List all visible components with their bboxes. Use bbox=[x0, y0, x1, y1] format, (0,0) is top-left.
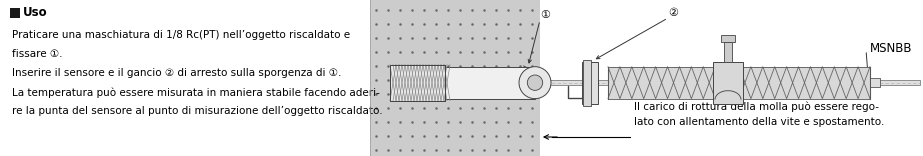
Bar bbox=[721, 35, 735, 42]
Text: lato con allentamento della vite e spostamento.: lato con allentamento della vite e spost… bbox=[634, 117, 884, 127]
Bar bbox=[370, 0, 540, 156]
Text: ①: ① bbox=[540, 10, 550, 20]
Bar bbox=[10, 8, 20, 18]
Bar bbox=[608, 67, 870, 99]
Bar bbox=[390, 65, 445, 101]
Bar bbox=[583, 60, 591, 106]
Bar bbox=[582, 62, 598, 104]
Bar bbox=[724, 42, 732, 62]
Text: re la punta del sensore al punto di misurazione dell’oggetto riscaldato.: re la punta del sensore al punto di misu… bbox=[12, 106, 383, 116]
Text: Inserire il sensore e il gancio ② di arresto sulla sporgenza di ①.: Inserire il sensore e il gancio ② di arr… bbox=[12, 68, 342, 78]
Text: fissare ①.: fissare ①. bbox=[12, 49, 63, 59]
Circle shape bbox=[519, 67, 551, 99]
Bar bbox=[608, 67, 870, 99]
Text: Il carico di rottura della molla può essere rego-: Il carico di rottura della molla può ess… bbox=[634, 102, 879, 112]
Bar bbox=[535, 80, 920, 85]
Text: Praticare una maschiatura di 1/8 Rc(PT) nell’oggetto riscaldato e: Praticare una maschiatura di 1/8 Rc(PT) … bbox=[12, 30, 350, 40]
Text: La temperatura può essere misurata in maniera stabile facendo aderi-: La temperatura può essere misurata in ma… bbox=[12, 87, 380, 98]
Bar bbox=[870, 78, 880, 87]
Bar bbox=[390, 65, 445, 101]
Bar bbox=[445, 67, 535, 99]
Bar bbox=[713, 62, 743, 104]
Text: ②: ② bbox=[668, 8, 678, 18]
Text: Uso: Uso bbox=[23, 7, 48, 20]
Text: MSNBB: MSNBB bbox=[870, 42, 913, 55]
Circle shape bbox=[527, 75, 543, 90]
